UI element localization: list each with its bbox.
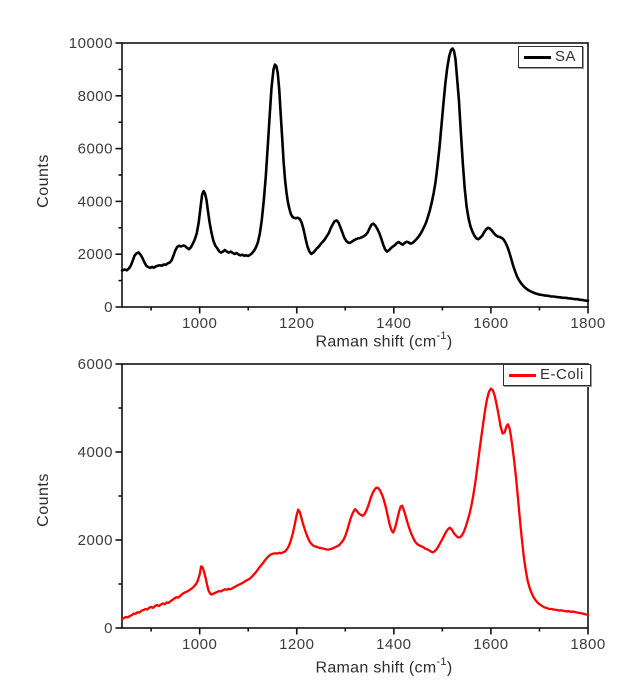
y-tick-label: 6000 (78, 141, 113, 158)
x-tick-label: 1600 (473, 636, 508, 653)
y-tick-label: 10000 (69, 35, 113, 52)
ecoli-legend-line-sample (509, 373, 536, 377)
ecoli-x-axis-title-sup: -1 (436, 656, 447, 668)
x-tick-label: 1400 (376, 315, 411, 332)
y-tick-label: 2000 (78, 532, 113, 549)
axes (115, 42, 589, 314)
sa-legend: SA (518, 46, 584, 68)
e-coli-spectrum-line (120, 387, 590, 621)
y-tick-label: 2000 (78, 246, 113, 263)
x-tick-label: 1600 (473, 315, 508, 332)
ecoli-x-axis-title-suffix: ) (446, 659, 453, 677)
sa-x-axis-title-suffix: ) (446, 333, 453, 351)
x-tick-label: 1400 (376, 636, 411, 653)
sa-legend-line-sample (524, 55, 551, 59)
plot-border (121, 42, 589, 308)
y-tick-label: 0 (104, 299, 113, 316)
sa-x-axis-title-text: Raman shift (cm (315, 333, 437, 351)
x-tick-label: 1000 (182, 315, 217, 332)
sa-chart-plot: 1000 1200 1400 1600 1800 0 2000 4000 6000 8000 100… (69, 35, 605, 332)
sa-x-axis-title-sup: -1 (436, 330, 447, 342)
ecoli-y-axis-title: Counts (35, 473, 52, 527)
x-tick-label: 1200 (279, 636, 314, 653)
y-tick-label: 8000 (78, 88, 113, 105)
x-tick-label: 1800 (570, 315, 605, 332)
y-tick-label: 4000 (78, 444, 113, 461)
x-tick-label: 1000 (182, 636, 217, 653)
ecoli-legend-label: E-Coli (540, 366, 584, 383)
sa-x-axis-title: Raman shift (cm-1) (315, 330, 453, 351)
ecoli-legend: E-Coli (503, 364, 591, 386)
ecoli-x-axis-title: Raman shift (cm-1) (315, 656, 453, 677)
sa-y-axis-title: Counts (35, 154, 52, 208)
tick-labels: 1000 1200 1400 1600 1800 0 2000 4000 6000 8000 100… (69, 35, 605, 332)
y-tick-label: 6000 (78, 356, 113, 373)
y-tick-label: 0 (104, 620, 113, 637)
x-tick-label: 1800 (570, 636, 605, 653)
y-tick-label: 4000 (78, 193, 113, 210)
x-tick-label: 1200 (279, 315, 314, 332)
tick-labels: 1000 1200 1400 1600 1800 0 2000 4000 6000 (78, 356, 606, 653)
sa-spectrum-line (120, 47, 590, 303)
ecoli-chart-plot: 1000 1200 1400 1600 1800 0 2000 4000 6000 (78, 356, 606, 653)
sa-legend-label: SA (555, 48, 577, 65)
axes (115, 363, 589, 635)
ecoli-x-axis-title-text: Raman shift (cm (315, 659, 437, 677)
